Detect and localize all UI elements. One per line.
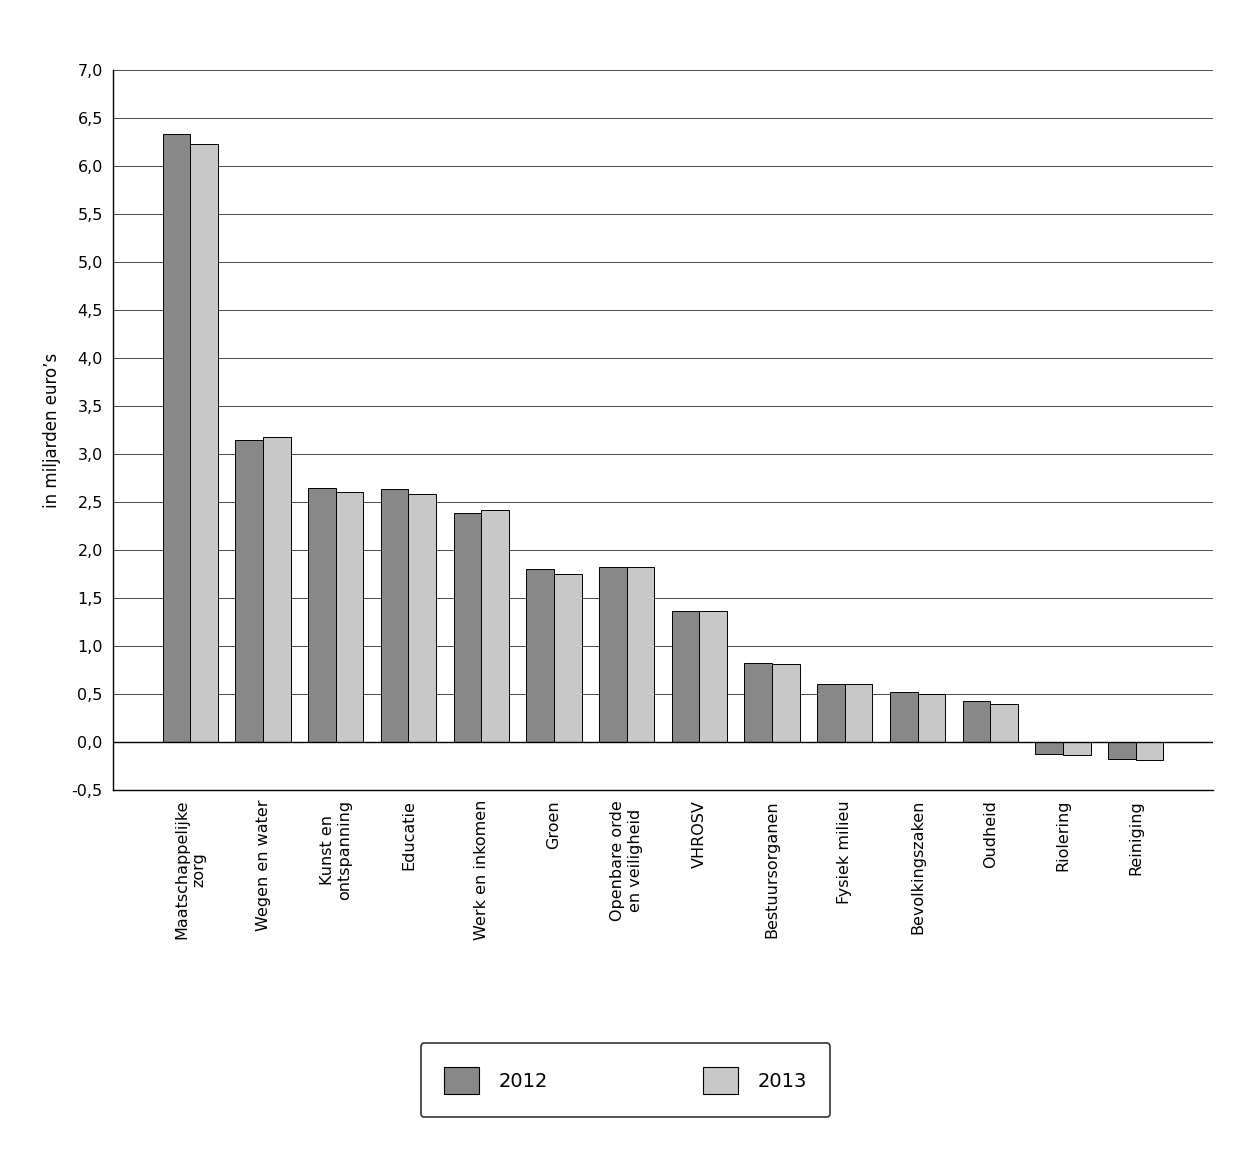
Bar	[627, 567, 654, 743]
Bar	[335, 493, 363, 743]
Bar	[772, 665, 799, 743]
Legend: 2012, 2013: 2012, 2013	[420, 1043, 831, 1118]
Bar	[235, 439, 263, 743]
Bar	[409, 494, 437, 743]
Bar	[554, 574, 582, 743]
Bar	[1036, 743, 1063, 754]
Bar	[744, 664, 772, 743]
Bar	[599, 567, 627, 743]
Bar	[190, 144, 218, 743]
Bar	[672, 610, 699, 743]
Bar	[1063, 743, 1091, 754]
Bar	[991, 704, 1018, 743]
Y-axis label: in miljarden euro’s: in miljarden euro’s	[43, 352, 60, 508]
Bar	[308, 488, 335, 743]
Bar	[263, 437, 290, 743]
Bar	[527, 569, 554, 743]
Bar	[1108, 743, 1136, 760]
Bar	[482, 510, 509, 743]
Bar	[163, 134, 190, 743]
Bar	[963, 701, 991, 743]
Bar	[889, 693, 917, 743]
Bar	[699, 611, 727, 743]
Bar	[817, 684, 844, 743]
Bar	[844, 684, 872, 743]
Bar	[380, 489, 409, 743]
Bar	[1136, 743, 1163, 760]
Bar	[917, 694, 946, 743]
Bar	[454, 512, 482, 743]
